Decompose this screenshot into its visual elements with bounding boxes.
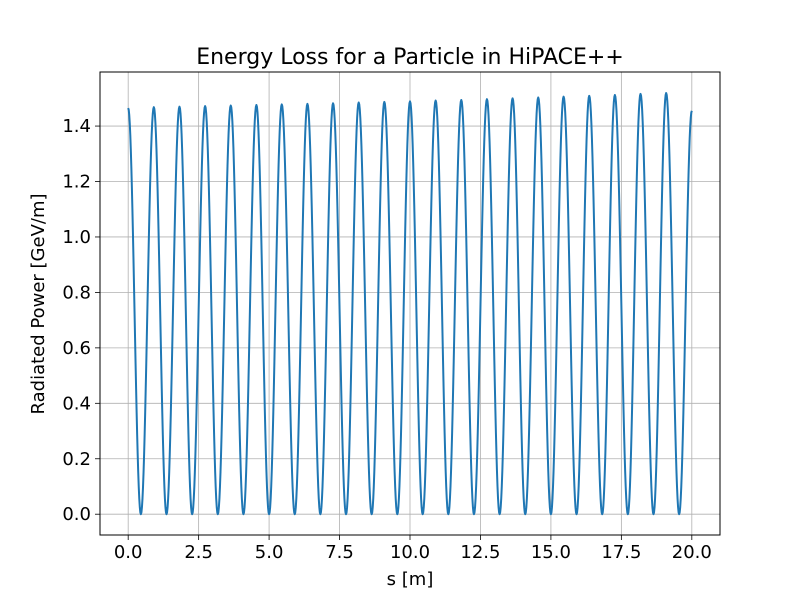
x-tick-label: 17.5 (601, 542, 641, 563)
x-tick-label: 2.5 (184, 542, 213, 563)
y-tick-label: 0.2 (62, 449, 91, 470)
y-tick-label: 0.4 (62, 393, 91, 414)
x-axis-ticks: 0.0 2.5 5.0 7.5 10.0 12.5 15.0 17.5 20.0 (114, 535, 712, 563)
x-tick-label: 0.0 (114, 542, 143, 563)
x-tick-label: 10.0 (390, 542, 430, 563)
y-axis-ticks: 0.0 0.2 0.4 0.6 0.8 1.0 1.2 1.4 (62, 116, 100, 525)
x-tick-label: 20.0 (672, 542, 712, 563)
y-tick-label: 1.2 (62, 172, 91, 193)
series-lines (127, 92, 693, 516)
x-tick-label: 7.5 (325, 542, 354, 563)
chart-title: Energy Loss for a Particle in HiPACE++ (196, 45, 624, 70)
x-axis-title: s [m] (387, 569, 434, 590)
x-tick-label: 12.5 (460, 542, 500, 563)
x-tick-label: 15.0 (531, 542, 571, 563)
y-axis-title: Radiated Power [GeV/m] (28, 193, 49, 414)
y-tick-label: 0.0 (62, 504, 91, 525)
y-tick-label: 0.6 (62, 338, 91, 359)
x-tick-label: 5.0 (255, 542, 284, 563)
y-tick-label: 1.0 (62, 227, 91, 248)
grid-lines (100, 72, 720, 535)
y-tick-label: 1.4 (62, 116, 91, 137)
y-tick-label: 0.8 (62, 282, 91, 303)
series-line (127, 92, 693, 516)
